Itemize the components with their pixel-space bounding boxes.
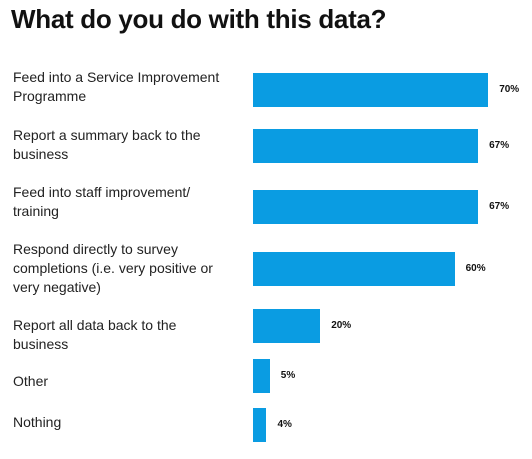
value-label: 20% bbox=[331, 320, 352, 331]
category-label: Other bbox=[13, 373, 49, 389]
value-label: 67% bbox=[489, 140, 510, 151]
bar bbox=[253, 190, 479, 224]
value-label: 67% bbox=[489, 201, 510, 212]
value-label: 60% bbox=[465, 263, 486, 274]
value-label: 5% bbox=[280, 370, 296, 381]
bar bbox=[253, 252, 455, 286]
category-label: Feed into staff improvement/ training bbox=[13, 184, 191, 219]
bar bbox=[253, 408, 267, 442]
value-label: 4% bbox=[277, 419, 292, 430]
category-label: Report a summary back to the business bbox=[13, 127, 201, 162]
category-label: Feed into a Service Improvement Programm… bbox=[13, 69, 220, 104]
bar bbox=[253, 309, 321, 343]
chart-title: What do you do with this data? bbox=[11, 4, 387, 34]
category-label: Nothing bbox=[13, 414, 62, 430]
value-label: 70% bbox=[499, 84, 520, 95]
bar bbox=[253, 129, 479, 163]
category-label: Respond directly to survey completions (… bbox=[13, 241, 213, 295]
bar bbox=[253, 73, 489, 107]
category-label: Report all data back to the business bbox=[13, 317, 177, 352]
bar bbox=[253, 359, 270, 393]
